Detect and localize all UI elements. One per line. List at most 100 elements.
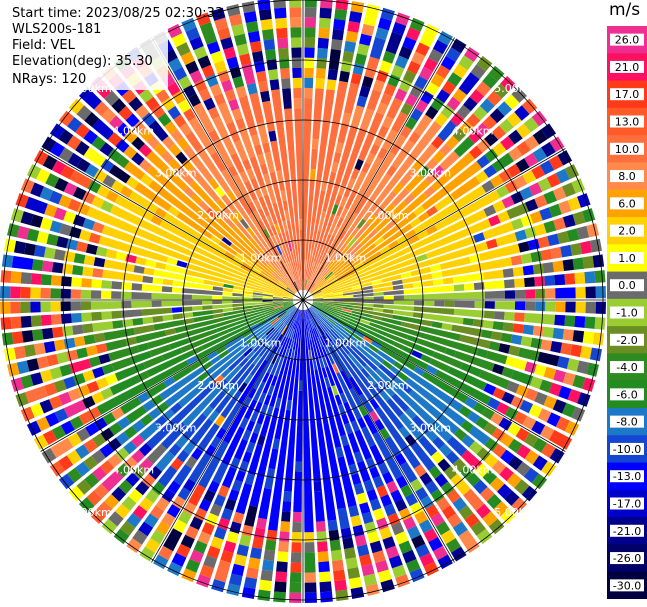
ray-gates — [318, 125, 412, 275]
ray-gates — [419, 472, 433, 486]
ray-gates — [385, 31, 403, 55]
ray-gates — [289, 17, 303, 290]
ray-gates — [435, 521, 461, 553]
ray-gates — [310, 152, 475, 294]
ray-gates — [310, 318, 425, 583]
ray-gates — [84, 472, 100, 488]
ray-gates — [166, 82, 181, 96]
ray-gates — [543, 190, 557, 205]
ray-gates — [497, 101, 512, 117]
ray-gates — [306, 319, 346, 510]
ray-gates — [168, 57, 183, 72]
ray-gates — [505, 356, 547, 377]
ray-gates — [276, 511, 291, 573]
ray-gates — [540, 160, 555, 175]
ray-gates — [4, 347, 17, 362]
ray-gates — [326, 318, 474, 433]
ray-gates — [322, 254, 481, 296]
ray-gates — [155, 315, 291, 472]
ray-gates — [83, 301, 294, 345]
ray-gates — [7, 345, 98, 377]
colorbar-tick-label: 8.0 — [618, 170, 636, 183]
ray-gates — [139, 529, 166, 562]
ray-gates — [88, 232, 101, 244]
ray-gates — [209, 503, 223, 517]
azimuth-spoke — [302, 37, 455, 301]
ray-gates — [484, 453, 499, 468]
ray-gates — [61, 313, 72, 324]
ray-gates — [20, 272, 283, 299]
ray-gates — [428, 465, 442, 479]
instrument-label: WLS200s-181 — [12, 22, 102, 37]
ray-gates — [510, 334, 523, 345]
ray-gates — [458, 72, 480, 95]
ray-gates — [53, 207, 67, 221]
ray-gates — [555, 416, 570, 432]
ray-gates — [545, 288, 556, 299]
ray-gates — [464, 513, 480, 528]
range-ring-label: 2.00km — [197, 379, 239, 392]
ray-gates — [500, 508, 516, 524]
ray-gates — [257, 589, 271, 602]
ray-gates — [199, 564, 214, 578]
colorbar-tick-label: -6.0 — [616, 388, 637, 401]
azimuth-spoke — [151, 299, 304, 563]
ray-gates — [483, 164, 498, 178]
ray-gates — [451, 546, 467, 562]
ray-gates — [105, 248, 294, 298]
ray-gates — [171, 307, 183, 313]
ray-gates — [328, 49, 341, 71]
ray-gates — [292, 67, 302, 78]
ray-gates — [441, 505, 457, 520]
ray-gates — [158, 545, 174, 561]
ray-gates — [212, 116, 295, 282]
ray-gates — [473, 207, 553, 243]
colorbar-label-bg — [610, 524, 644, 537]
ray-gates — [426, 141, 531, 217]
ray-gates — [470, 64, 486, 80]
azimuth-spoke — [40, 299, 304, 452]
ray-gates — [141, 112, 156, 127]
ray-gates — [576, 360, 590, 375]
ray-gates — [405, 66, 433, 107]
ray-gates — [481, 180, 495, 193]
ray-gates — [594, 270, 606, 283]
ray-gates — [26, 358, 40, 372]
ray-gates — [49, 190, 63, 205]
ray-gates — [450, 473, 471, 496]
ray-gates — [499, 118, 514, 134]
ray-gates — [10, 316, 22, 329]
ray-gates — [49, 366, 63, 380]
ray-gates — [40, 274, 52, 286]
ray-gates — [209, 83, 296, 282]
ray-gates — [54, 408, 69, 423]
ray-gates — [62, 307, 234, 337]
ray-gates — [92, 118, 115, 140]
ray-gates — [101, 225, 294, 297]
ray-gates — [11, 326, 64, 345]
ray-gates — [354, 158, 364, 171]
ray-gates — [10, 271, 92, 288]
ray-gates — [541, 461, 557, 477]
ray-gates — [313, 300, 495, 319]
ray-gates — [440, 481, 455, 496]
ray-gates — [0, 301, 11, 314]
colorbar-label-bg — [610, 306, 644, 319]
ray-gates — [99, 460, 115, 475]
ray-gates — [115, 138, 130, 153]
ray-gates — [217, 27, 231, 41]
ray-gates — [463, 96, 478, 112]
ray-gates — [171, 309, 299, 567]
ray-gates — [71, 277, 293, 300]
ray-gates — [68, 98, 85, 115]
ray-gates — [418, 165, 431, 178]
ray-gates — [468, 129, 483, 144]
ray-gates — [379, 526, 393, 540]
ray-gates — [210, 50, 224, 64]
ray-gates — [226, 531, 239, 544]
ray-gates — [514, 272, 586, 288]
ray-gates — [203, 555, 218, 569]
ray-gates — [167, 23, 204, 84]
ray-gates — [304, 280, 308, 291]
colorbar: 26.0 21.0 17.0 13.0 10.0 8.0 6.0 2.0 1.0 0.0 -1.0 -… — [607, 26, 647, 599]
